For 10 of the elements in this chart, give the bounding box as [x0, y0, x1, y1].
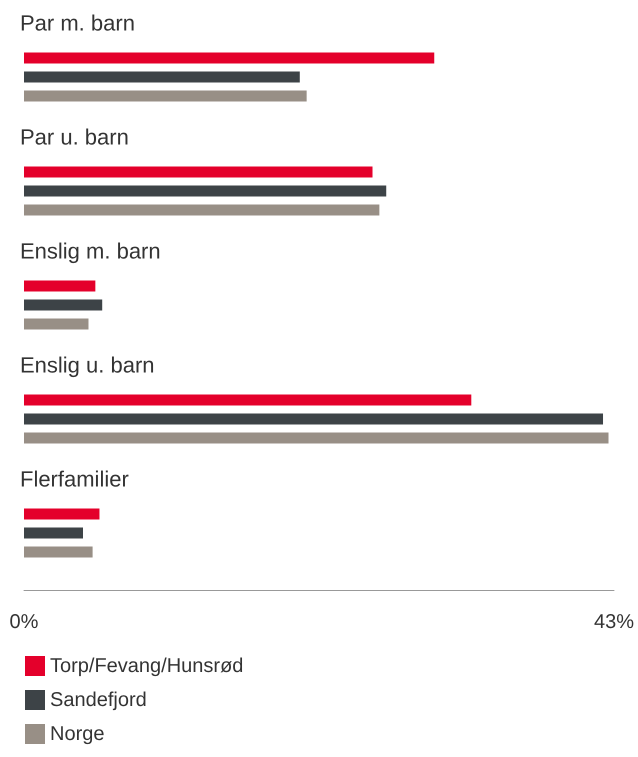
x-tick-label: 43%: [594, 611, 634, 633]
y-tick-label: Enslig m. barn: [20, 238, 161, 264]
legend-label: Sandefjord: [50, 689, 147, 711]
y-tick-label: Enslig u. barn: [20, 352, 155, 378]
x-tick-label: 0%: [10, 611, 39, 633]
y-tick-label: Par u. barn: [20, 124, 129, 150]
legend-label: Torp/Fevang/Hunsrød: [50, 655, 244, 677]
legend-label: Norge: [50, 723, 104, 745]
y-tick-label: Flerfamilier: [20, 466, 129, 492]
y-tick-label: Par m. barn: [20, 10, 135, 36]
